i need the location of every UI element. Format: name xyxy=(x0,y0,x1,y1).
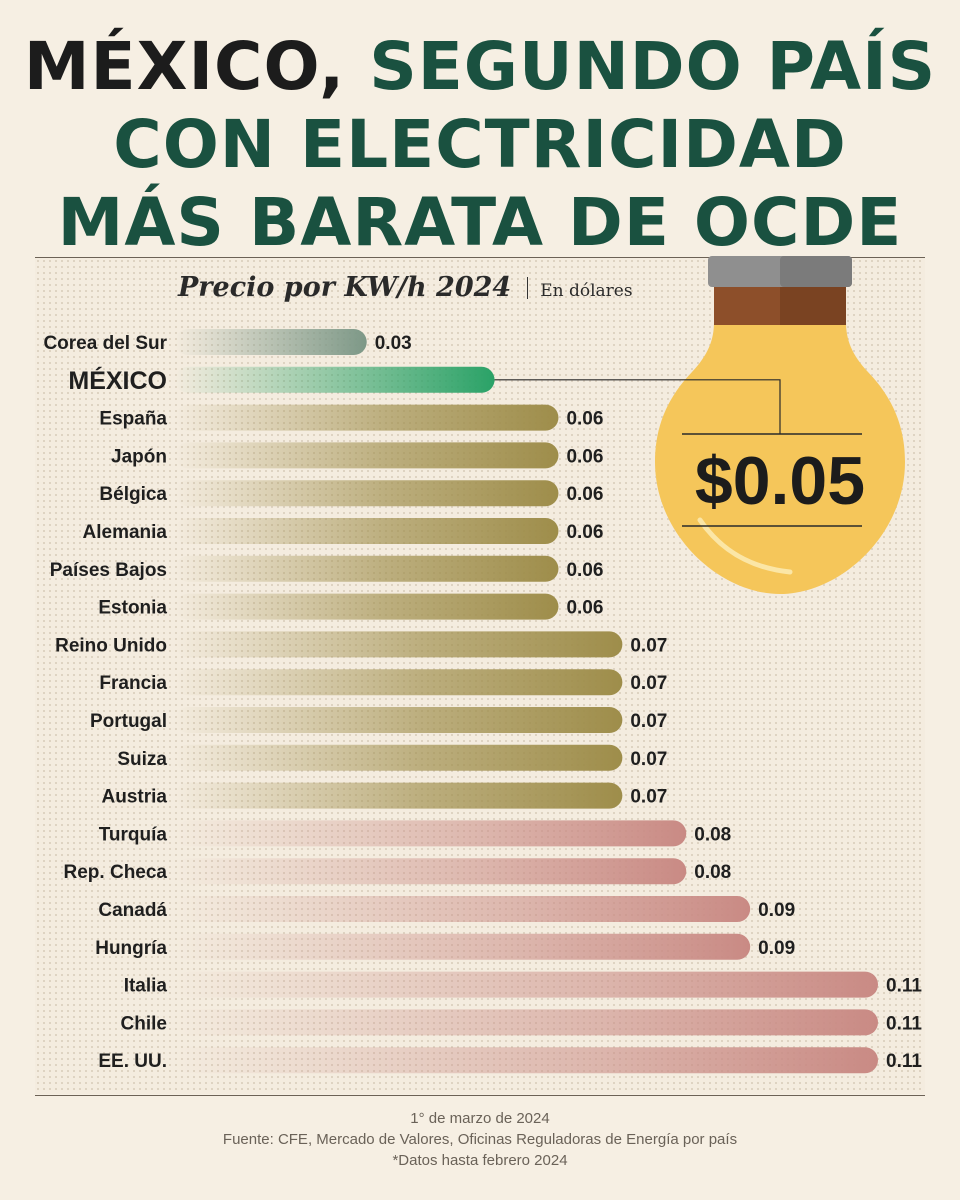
category-label-canada: Canadá xyxy=(98,900,167,921)
headline-rank: SEGUNDO PAÍS xyxy=(369,28,937,105)
bar-estonia xyxy=(175,593,559,620)
bar-portugal xyxy=(175,707,623,733)
bar-alemania xyxy=(175,518,559,544)
value-label-austria: 0.07 xyxy=(630,787,667,808)
highlight-connector xyxy=(494,379,781,434)
bars-layer: Corea del Sur 0.03 MÉXICO España 0.06 Japón 0.… xyxy=(43,329,922,1074)
top-divider xyxy=(35,257,925,258)
value-label-paises-bajos: 0.06 xyxy=(566,560,603,581)
value-label-reino-unido: 0.07 xyxy=(630,635,667,656)
bar-hungria xyxy=(175,933,751,960)
value-label-turquia: 0.08 xyxy=(694,824,731,845)
category-label-paises-bajos: Países Bajos xyxy=(50,560,167,581)
bar-italia xyxy=(175,971,878,998)
bulb-base-shade xyxy=(780,285,846,325)
bar-austria xyxy=(175,782,623,809)
bar-turquia xyxy=(175,820,687,847)
value-label-suiza: 0.07 xyxy=(630,749,667,770)
category-label-corea-del-sur: Corea del Sur xyxy=(43,333,167,354)
footer: 1° de marzo de 2024 Fuente: CFE, Mercado… xyxy=(0,1108,960,1171)
footer-date: 1° de marzo de 2024 xyxy=(410,1110,550,1127)
bottom-divider xyxy=(35,1095,925,1096)
bar-espana xyxy=(175,404,559,431)
category-label-chile: Chile xyxy=(121,1013,167,1034)
category-label-ee-uu: EE. UU. xyxy=(98,1051,167,1072)
value-label-alemania: 0.06 xyxy=(566,522,603,543)
value-label-belgica: 0.06 xyxy=(566,484,603,505)
bar-suiza xyxy=(175,744,623,771)
value-label-chile: 0.11 xyxy=(886,1013,922,1034)
headline-line-1: MÉXICO, SEGUNDO PAÍS xyxy=(0,28,960,106)
category-label-italia: Italia xyxy=(124,976,168,997)
headline: MÉXICO, SEGUNDO PAÍS CON ELECTRICIDAD MÁ… xyxy=(0,28,960,262)
footer-source: Fuente: CFE, Mercado de Valores, Oficina… xyxy=(222,1131,738,1148)
category-label-francia: Francia xyxy=(99,673,167,694)
headline-line-3: MÁS BARATA DE OCDE xyxy=(57,184,903,261)
category-label-rep-checa: Rep. Checa xyxy=(64,862,168,883)
category-label-estonia: Estonia xyxy=(98,598,167,619)
footer-note: *Datos hasta febrero 2024 xyxy=(392,1152,568,1169)
category-label-belgica: Bélgica xyxy=(99,484,167,505)
category-label-japon: Japón xyxy=(111,446,167,467)
category-label-austria: Austria xyxy=(102,787,168,808)
value-label-espana: 0.06 xyxy=(566,409,603,430)
bar-japon xyxy=(175,442,559,469)
chart-unit: En dólares xyxy=(540,281,633,301)
callout-value: $0.05 xyxy=(695,443,865,519)
value-label-rep-checa: 0.08 xyxy=(694,862,731,883)
value-label-italia: 0.11 xyxy=(886,976,922,997)
bar-ee-uu xyxy=(175,1047,878,1074)
light-bulb-icon: $0.05 xyxy=(655,256,905,594)
bar-paises-bajos xyxy=(175,555,559,582)
value-label-japon: 0.06 xyxy=(566,446,603,467)
bulb-cap-shade xyxy=(780,256,852,287)
category-label-alemania: Alemania xyxy=(83,522,168,543)
chart-subtitle: Precio por KW/h 2024 En dólares xyxy=(178,268,633,308)
category-label-reino-unido: Reino Unido xyxy=(55,635,167,656)
bar-rep-checa xyxy=(175,858,687,885)
value-label-canada: 0.09 xyxy=(758,900,795,921)
subtitle-separator xyxy=(527,277,529,299)
category-label-espana: España xyxy=(99,409,167,430)
value-label-hungria: 0.09 xyxy=(758,938,795,959)
bar-corea-del-sur xyxy=(175,329,367,355)
bar-canada xyxy=(175,896,751,922)
bar-reino-unido xyxy=(175,631,623,658)
value-label-estonia: 0.06 xyxy=(566,598,603,619)
bar-francia xyxy=(175,669,623,696)
value-label-francia: 0.07 xyxy=(630,673,667,694)
category-label-turquia: Turquía xyxy=(99,824,168,845)
headline-line-2: CON ELECTRICIDAD xyxy=(113,106,847,183)
headline-country: MÉXICO, xyxy=(23,28,346,105)
category-label-portugal: Portugal xyxy=(90,711,167,732)
value-label-portugal: 0.07 xyxy=(630,711,667,732)
category-label-mexico: MÉXICO xyxy=(68,366,167,395)
chart-title: Precio por KW/h 2024 xyxy=(178,272,512,303)
value-label-corea-del-sur: 0.03 xyxy=(375,333,412,354)
category-label-suiza: Suiza xyxy=(117,749,167,770)
category-label-hungria: Hungría xyxy=(95,938,167,959)
bar-mexico xyxy=(175,366,495,393)
bulb-shine xyxy=(697,517,793,575)
value-label-ee-uu: 0.11 xyxy=(886,1051,922,1072)
bar-belgica xyxy=(175,480,559,507)
bar-chile xyxy=(175,1009,878,1036)
